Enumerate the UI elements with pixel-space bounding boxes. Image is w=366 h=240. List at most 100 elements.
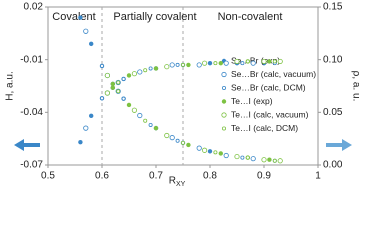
h-point	[218, 60, 223, 66]
legend-marker	[221, 126, 226, 131]
rho-point	[143, 118, 148, 123]
y-tick-label: -0.07	[20, 160, 43, 171]
x-tick-label: 0.6	[95, 171, 109, 182]
h-point	[240, 61, 245, 66]
rho-point	[126, 102, 132, 108]
x-tick-label: 0.8	[203, 171, 217, 182]
y2-tick-label: 0.05	[323, 107, 343, 118]
h-point	[126, 73, 132, 78]
y-tick-label: -0.04	[20, 107, 43, 118]
y2-tick-label: 0.10	[323, 54, 343, 65]
h-point	[196, 62, 202, 68]
h-point	[207, 60, 213, 66]
x-tick-label: 0.7	[149, 171, 163, 182]
rho-point	[148, 122, 153, 127]
legend-label: Te…I (exp)	[231, 96, 273, 106]
h-point	[175, 62, 180, 67]
h-point	[121, 76, 126, 81]
rho-point	[267, 157, 272, 162]
legend-label: Se…Br (exp)	[231, 55, 280, 65]
rho-point	[169, 135, 175, 141]
x-tick-label: 1	[315, 171, 321, 182]
legend-marker	[221, 86, 226, 91]
rho-point	[202, 147, 208, 153]
legend-marker	[221, 99, 227, 104]
h-point	[89, 113, 94, 119]
h-point	[164, 64, 170, 70]
h-point	[148, 66, 153, 71]
rho-point	[89, 41, 94, 47]
rho-point	[272, 158, 277, 163]
h-point	[137, 69, 143, 75]
legend-label: Te…I (calc, vacuum)	[231, 109, 309, 119]
h-point	[131, 71, 137, 77]
y2-tick-label: 0.15	[323, 2, 343, 13]
h-point	[245, 59, 250, 64]
x-axis-label-sub: XY	[176, 181, 186, 188]
h-point	[83, 125, 89, 131]
chart: 0.5 0.6 0.7 0.8 0.9 1 0.02 -0.01 -0.04 -0.07 0.00 0…	[5, 2, 362, 188]
rho-point	[277, 158, 283, 164]
rho-point	[78, 15, 83, 20]
rho-point	[83, 28, 89, 34]
h-point	[213, 61, 218, 66]
legend-label: Se…Br (calc, vacuum)	[231, 69, 316, 79]
h-point	[234, 58, 240, 65]
y-axis-label: H, a.u.	[5, 71, 16, 100]
x-axis-label: R	[169, 176, 176, 187]
h-point	[180, 62, 185, 67]
rho-point	[131, 107, 137, 113]
rho-point	[116, 89, 121, 94]
h-point	[272, 59, 277, 64]
h-point	[143, 68, 148, 73]
h-point	[169, 62, 175, 68]
legend-marker	[221, 112, 227, 118]
rho-point	[164, 132, 170, 139]
h-point	[186, 62, 191, 68]
rho-point	[223, 152, 229, 159]
rho-point	[218, 151, 223, 156]
page: 0.5 0.6 0.7 0.8 0.9 1 0.02 -0.01 -0.04 -0.07 0.00 0…	[4, 1, 362, 188]
legend-label: Se…Br (calc, DCM)	[231, 82, 306, 92]
rho-point	[137, 112, 143, 119]
rho-point	[234, 153, 240, 160]
rho-point	[186, 142, 191, 148]
rho-point	[104, 72, 111, 79]
x-tick-label: 0.9	[257, 171, 271, 182]
h-point	[202, 60, 208, 66]
rho-point	[100, 63, 105, 68]
h-point	[223, 60, 229, 66]
h-point	[261, 58, 267, 65]
rho-point	[180, 140, 185, 145]
y2-axis-label: ρ, a. u.	[350, 71, 361, 102]
rho-point	[261, 157, 267, 163]
y2-tick-label: 0.00	[323, 160, 343, 171]
x-tick-label: 0.5	[41, 171, 55, 182]
h-point	[267, 59, 272, 64]
rho-point	[207, 149, 213, 154]
region-label: Covalent	[52, 11, 95, 23]
h-point	[104, 90, 111, 96]
rho-point	[245, 155, 250, 160]
rho-point	[175, 138, 180, 143]
y-tick-label: -0.01	[20, 54, 43, 65]
right-arrow	[326, 139, 352, 151]
h-point	[153, 66, 159, 71]
h-point	[116, 80, 121, 85]
region-label: Non-covalent	[218, 11, 283, 23]
h-point	[277, 58, 283, 65]
h-point	[110, 85, 116, 90]
region-label: Partially covalent	[113, 11, 196, 23]
legend-marker	[221, 71, 227, 78]
rho-point	[240, 155, 245, 160]
rho-point	[121, 96, 126, 101]
left-arrow	[14, 139, 40, 151]
rho-point	[110, 81, 116, 87]
h-point	[250, 60, 256, 66]
rho-point	[213, 150, 218, 155]
rho-point	[196, 145, 202, 151]
rho-point	[153, 125, 159, 131]
rho-point	[250, 156, 256, 162]
legend-label: Te…I (calc, DCM)	[231, 123, 298, 133]
h-point	[78, 139, 83, 145]
